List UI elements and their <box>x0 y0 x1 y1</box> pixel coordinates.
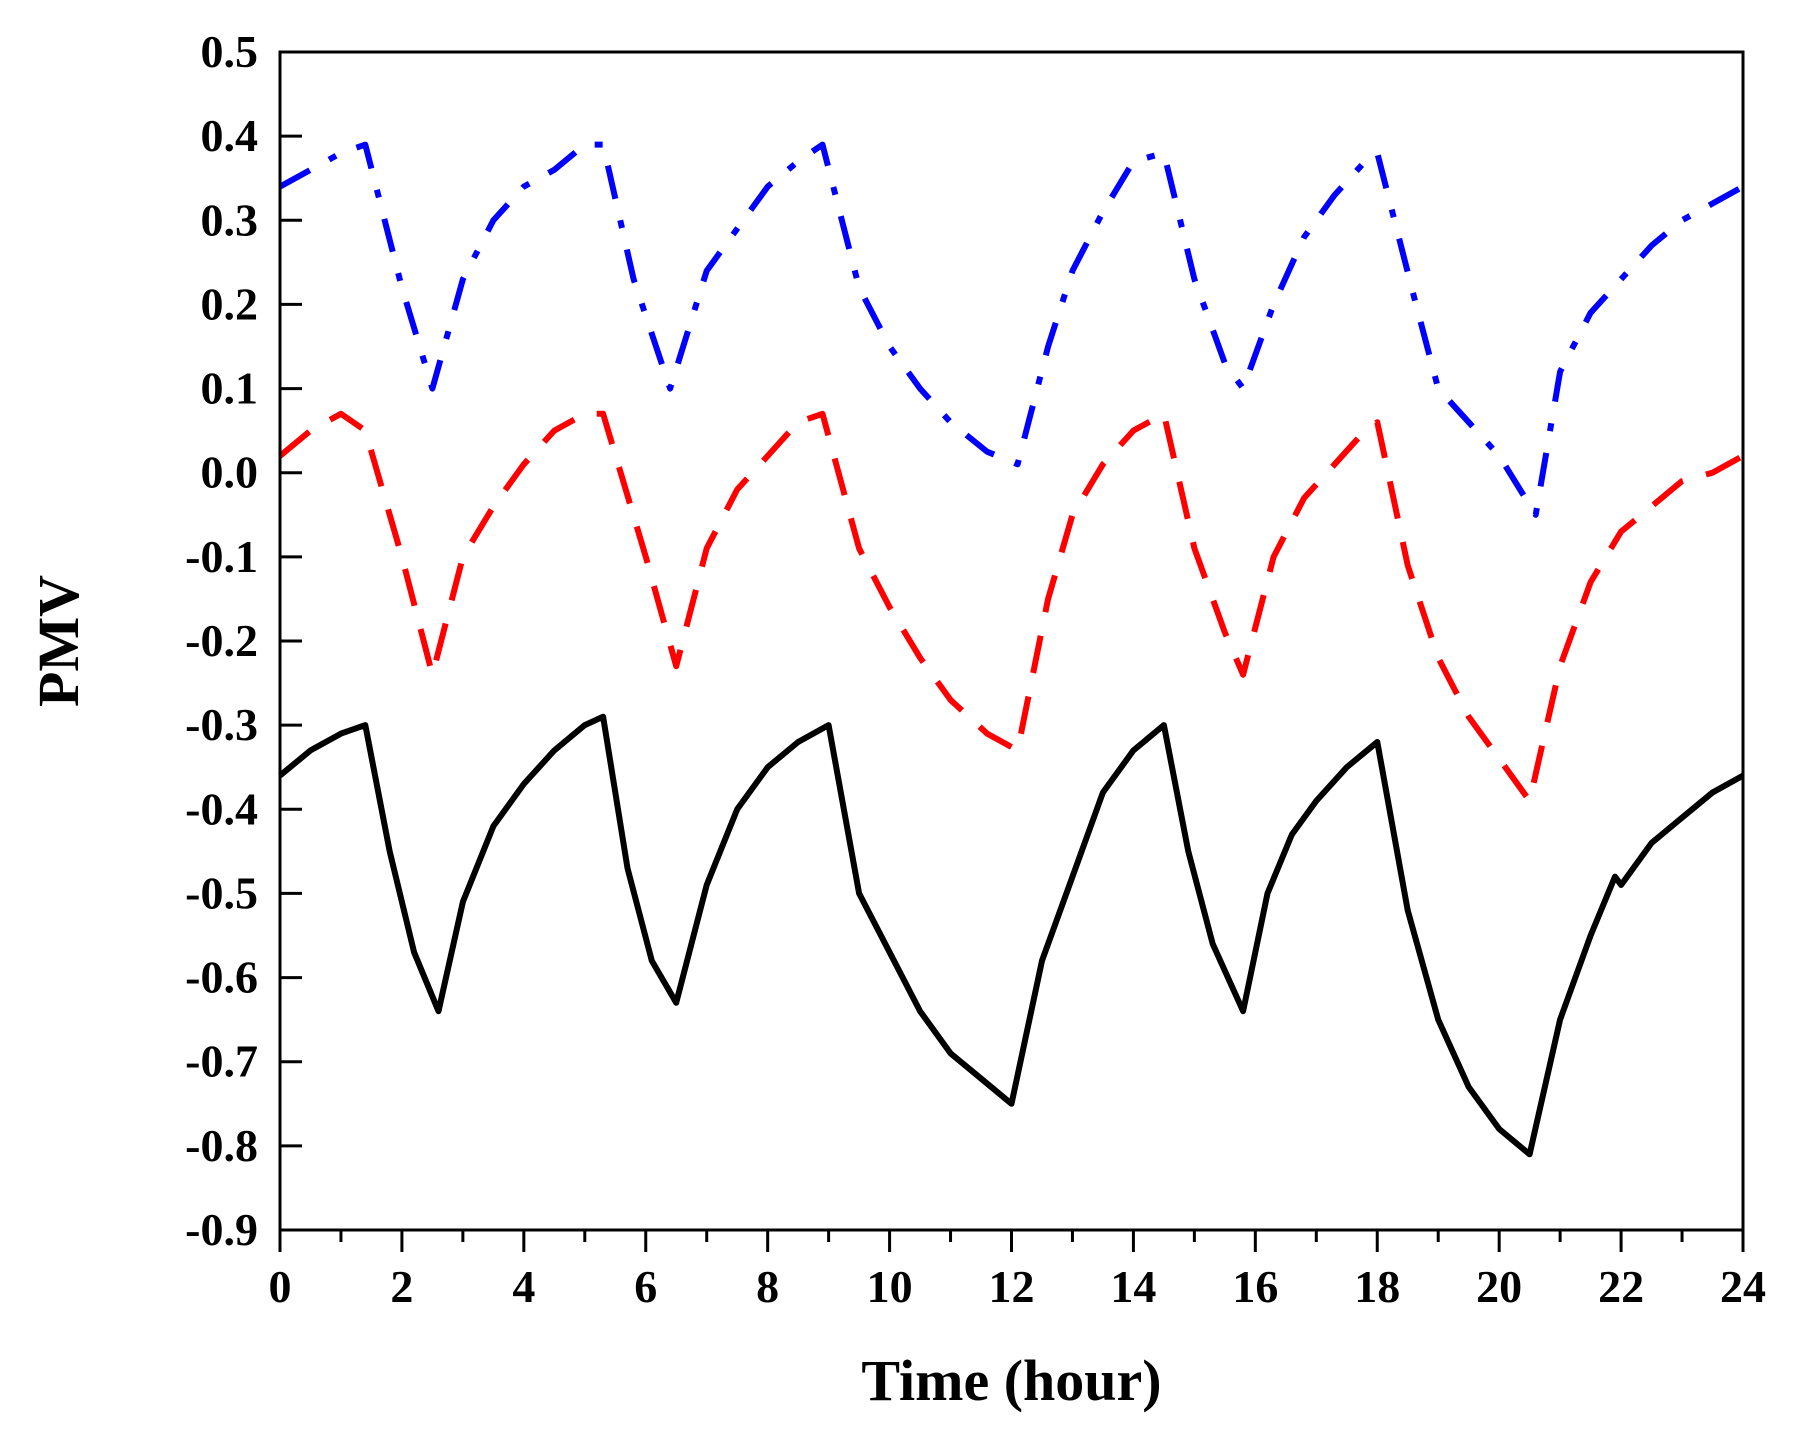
series-layer <box>278 141 1745 1158</box>
y-tick-label: -0.2 <box>185 615 258 666</box>
x-tick-label: 22 <box>1598 1261 1644 1312</box>
y-tick-label: 0.1 <box>201 363 259 414</box>
y-tick-label: 0.0 <box>201 447 259 498</box>
y-tick-label: 0.2 <box>201 278 259 329</box>
y-axis-title: PMV <box>26 575 91 707</box>
y-tick-label: -0.8 <box>185 1120 258 1171</box>
y-tick-label: 0.3 <box>201 194 259 245</box>
y-tick-label: -0.4 <box>185 783 258 834</box>
x-axis-title: Time (hour) <box>861 1348 1161 1413</box>
x-tick-label: 24 <box>1720 1261 1766 1312</box>
ticks-layer: 0 2 4 6 8 10 12 14 16 18 20 22 240.50.40.30.20.10.0-… <box>185 26 1766 1312</box>
x-tick-label: 6 <box>634 1261 657 1312</box>
x-tick-label: 12 <box>989 1261 1035 1312</box>
y-tick-label: -0.7 <box>185 1036 258 1087</box>
x-tick-label: 4 <box>512 1261 535 1312</box>
x-tick-label: 16 <box>1232 1261 1278 1312</box>
y-tick-label: -0.1 <box>185 531 258 582</box>
y-tick-label: -0.6 <box>185 952 258 1003</box>
plot-frame <box>278 50 1745 1232</box>
y-tick-label: 0.4 <box>201 110 259 161</box>
x-tick-label: 20 <box>1476 1261 1522 1312</box>
axes-layer <box>278 50 1745 1232</box>
series-line-dash-dot <box>278 141 1745 518</box>
x-tick-label: 0 <box>269 1261 292 1312</box>
x-tick-label: 8 <box>756 1261 779 1312</box>
x-tick-label: 10 <box>867 1261 913 1312</box>
series-line-dashed <box>278 410 1745 804</box>
x-tick-label: 2 <box>390 1261 413 1312</box>
x-tick-label: 18 <box>1354 1261 1400 1312</box>
y-tick-label: -0.5 <box>185 867 258 918</box>
x-tick-label: 14 <box>1110 1261 1156 1312</box>
y-tick-label: 0.5 <box>201 26 259 77</box>
y-tick-label: -0.3 <box>185 699 258 750</box>
series-line-solid <box>278 713 1745 1158</box>
y-tick-label: -0.9 <box>185 1204 258 1255</box>
